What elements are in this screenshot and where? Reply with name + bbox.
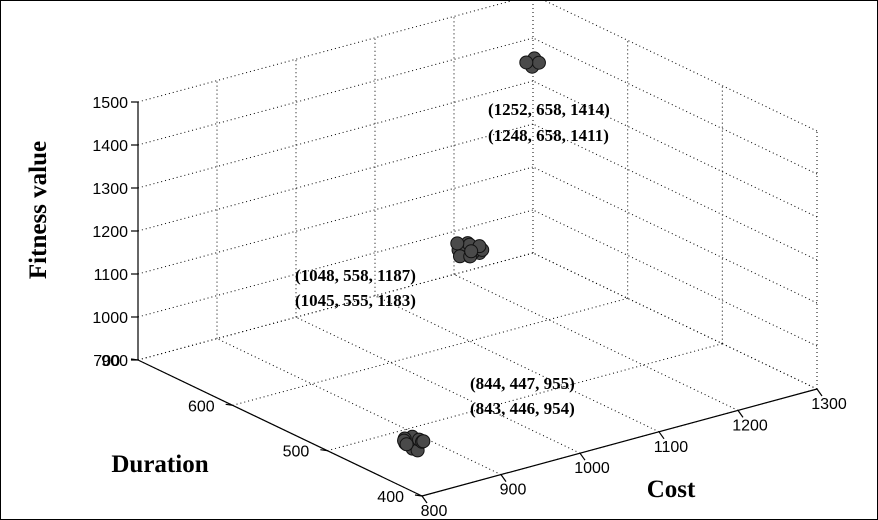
y-tick-label: 500	[283, 444, 310, 461]
annotation-0: (1252, 658, 1414)	[488, 100, 610, 119]
grid-line	[532, 252, 818, 390]
grid-line	[532, 252, 818, 390]
grid-line	[137, 0, 517, 103]
z-tick-label: 1300	[92, 181, 128, 198]
grid-line	[532, 209, 818, 347]
grid-line	[137, 209, 534, 318]
grid-line	[327, 343, 723, 452]
annotation-4: (844, 447, 955)	[470, 374, 575, 393]
grid-line	[374, 295, 660, 433]
x-tick-mark	[500, 474, 507, 482]
z-tick-label: 1200	[92, 224, 128, 241]
annotation-1: (1248, 658, 1411)	[488, 126, 609, 145]
grid-line	[232, 297, 628, 406]
x-tick-label: 1000	[574, 460, 610, 477]
points-layer	[397, 51, 546, 458]
grid-line	[295, 316, 581, 454]
y-tick-mark	[320, 449, 328, 452]
grid-line	[532, 80, 818, 218]
grid-line	[453, 273, 739, 411]
data-point-series-2	[519, 55, 534, 70]
z-tick-label: 1000	[92, 310, 128, 327]
x-tick-mark	[816, 388, 823, 397]
x-tick-label: 1200	[732, 417, 768, 434]
grid-layer	[137, 0, 818, 497]
y-tick-mark	[414, 494, 423, 497]
data-point-series-1	[450, 236, 465, 251]
annotation-5: (843, 446, 954)	[470, 399, 575, 418]
grid-line	[137, 252, 534, 361]
data-point-series-0	[399, 437, 414, 452]
x-axis-title: Cost	[647, 476, 696, 503]
z-tick-label: 1500	[92, 95, 128, 112]
x-tick-mark	[737, 410, 744, 418]
x-axis-line	[421, 388, 818, 497]
y-tick-label: 700	[93, 353, 120, 370]
x-tick-label: 900	[500, 482, 527, 499]
y-tick-mark	[225, 403, 233, 406]
z-tick-label: 1100	[94, 267, 129, 284]
z-axis-title: Fitness value	[25, 141, 52, 279]
grid-line	[532, 123, 818, 261]
x-tick-label: 800	[421, 503, 448, 520]
z-tick-label: 900	[101, 353, 128, 370]
annotation-2: (1048, 558, 1187)	[295, 266, 416, 285]
y-tick-label: 400	[377, 489, 404, 506]
grid-line	[137, 123, 534, 232]
grid-line	[137, 80, 534, 189]
x-tick-mark	[421, 495, 428, 504]
y-axis-title: Duration	[111, 451, 208, 478]
grid-line	[542, 0, 818, 132]
labels-layer: Fitness value Duration Cost (1252, 658, …	[25, 100, 696, 503]
data-point-series-2	[531, 55, 546, 70]
x-tick-label: 1300	[811, 396, 847, 413]
z-tick-label: 1400	[92, 138, 128, 155]
y-tick-label: 600	[188, 398, 215, 415]
x-tick-mark	[658, 431, 665, 440]
grid-line	[532, 166, 818, 304]
axes-layer: 8009001000110012001300400500600700900100…	[92, 95, 846, 520]
data-point-series-0	[416, 434, 431, 449]
data-point-series-1	[464, 244, 479, 259]
grid-line	[532, 37, 818, 175]
annotation-3: (1045, 555, 1183)	[295, 291, 416, 310]
y-axis-line	[137, 359, 423, 497]
x-tick-label: 1100	[654, 439, 689, 456]
grid-line	[137, 166, 534, 275]
grid-line	[137, 37, 534, 146]
x-tick-mark	[579, 452, 586, 461]
grid-line	[216, 338, 502, 476]
